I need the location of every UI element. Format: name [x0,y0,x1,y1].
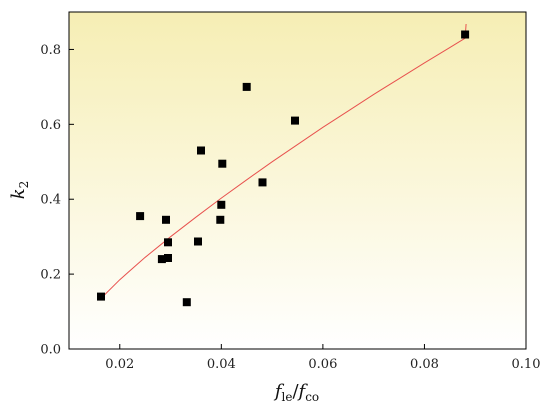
data-points-layer [97,30,470,307]
y-tick-label: 0.8 [40,43,61,58]
y-tick-label: 0.0 [40,343,61,358]
data-point [258,178,267,187]
x-ticks: 0.02 0.04 0.06 0.08 0.10 [105,344,540,372]
data-point [97,292,105,301]
data-point [291,116,299,125]
y-axis-title-sub: 2 [17,181,31,189]
fit-curve [100,23,467,299]
data-point [164,238,172,247]
fit-line-layer [100,23,467,299]
x-tick-label: 0.02 [105,357,134,372]
plot-frame [68,11,527,350]
data-point [182,298,191,307]
x-tick-label: 0.06 [308,357,337,372]
y-axis-title-main: k [8,188,29,199]
data-point [218,159,227,168]
x-axis-title-sub2: co [305,390,319,404]
x-tick-label: 0.10 [512,357,541,372]
data-point [197,146,205,155]
y-tick-label: 0.2 [40,268,61,283]
x-axis-title-sep: / [292,381,299,402]
data-point [194,237,202,246]
x-axis-title-sub1: le [282,390,293,404]
data-point [461,30,470,39]
y-tick-label: 0.4 [40,193,61,208]
data-point [242,82,251,91]
x-tick-label: 0.08 [410,357,439,372]
plot-area [69,12,526,349]
y-ticks: 0.0 0.2 0.4 0.6 0.8 [40,43,74,358]
data-point [136,212,145,221]
y-axis-title: k2 [8,181,31,200]
data-point [164,254,172,262]
y-tick-label: 0.6 [40,118,61,133]
x-tick-label: 0.04 [207,357,236,372]
data-point [157,255,166,264]
x-axis-title: fle/fco [273,381,319,404]
data-point [216,215,225,224]
data-point [162,215,170,224]
data-point [217,200,226,209]
